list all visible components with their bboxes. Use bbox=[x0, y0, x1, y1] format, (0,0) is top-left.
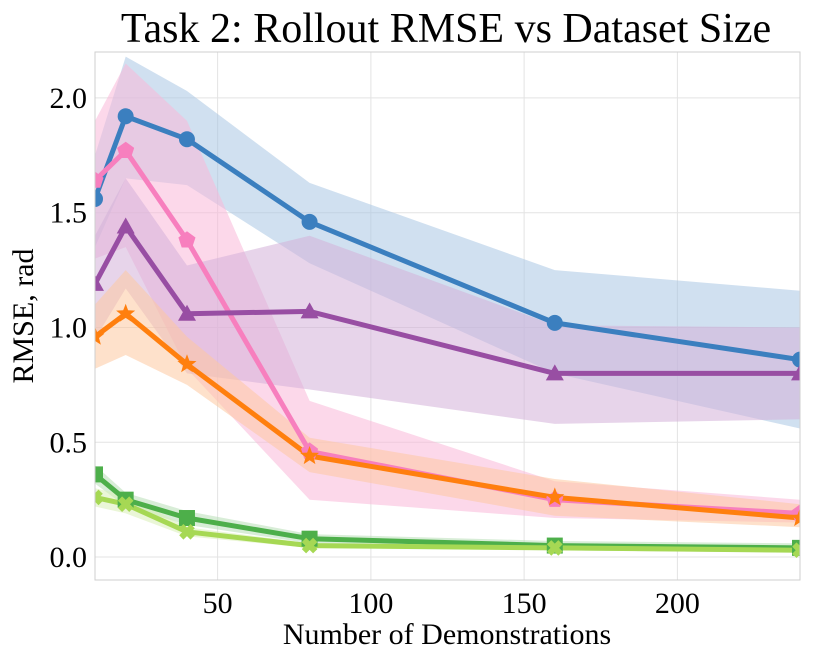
lightgreen-cross-point bbox=[792, 542, 800, 558]
purple-triangle-line bbox=[95, 224, 800, 376]
pink-pentagon-point bbox=[117, 141, 135, 158]
lightgreen-cross-point bbox=[117, 496, 134, 512]
x-tick-label: 100 bbox=[348, 587, 393, 620]
y-axis-label: RMSE, rad bbox=[7, 249, 40, 384]
y-tick-label: 0.5 bbox=[50, 426, 88, 459]
y-tick-label: 1.0 bbox=[50, 311, 88, 344]
x-tick-label: 50 bbox=[203, 587, 233, 620]
purple-triangle-point bbox=[791, 364, 800, 381]
purple-triangle-point bbox=[95, 274, 104, 291]
blue-circle-point bbox=[546, 314, 563, 331]
x-tick-label: 200 bbox=[655, 587, 700, 620]
orange-star-point bbox=[545, 487, 565, 506]
orange-star-point bbox=[116, 303, 136, 322]
x-axis-label: Number of Demonstrations bbox=[283, 618, 611, 651]
y-tick-label: 0.0 bbox=[50, 541, 88, 574]
tick-labels: 50 100 150 200 0.0 0.5 1.0 1.5 2.0 bbox=[50, 82, 700, 620]
blue-circle-line bbox=[95, 113, 800, 363]
plot-frame bbox=[94, 51, 801, 581]
orange-star-point bbox=[177, 354, 197, 373]
orange-star-line bbox=[95, 311, 800, 521]
purple-triangle-point bbox=[178, 304, 196, 321]
green-square-point bbox=[95, 466, 103, 483]
pink-pentagon-point bbox=[95, 171, 104, 188]
purple-triangle-point bbox=[300, 302, 319, 319]
y-tick-label: 1.5 bbox=[50, 197, 88, 230]
y-tick-label: 2.0 bbox=[50, 82, 88, 115]
lightgreen-cross-point bbox=[179, 524, 195, 540]
purple-triangle-point bbox=[116, 217, 135, 234]
pink-pentagon-point bbox=[178, 231, 196, 248]
blue-circle-point bbox=[95, 190, 103, 207]
blue-circle-point bbox=[301, 213, 318, 230]
chart-title: Task 2: Rollout RMSE vs Dataset Size bbox=[121, 6, 771, 52]
x-tick-label: 150 bbox=[502, 587, 547, 620]
orange-star-point bbox=[300, 446, 320, 465]
orange-star-point bbox=[790, 508, 800, 527]
series-markers bbox=[95, 108, 800, 558]
blue-circle-point bbox=[178, 131, 195, 148]
lightgreen-cross-point bbox=[301, 537, 318, 554]
blue-circle-point bbox=[792, 351, 800, 368]
blue-circle-point bbox=[117, 108, 134, 125]
lightgreen-cross-point bbox=[547, 540, 563, 556]
purple-triangle-point bbox=[545, 364, 564, 381]
purple-triangle-band bbox=[95, 178, 800, 424]
lightgreen-cross-point bbox=[95, 489, 103, 506]
green-square-point bbox=[178, 510, 195, 527]
orange-star-point bbox=[95, 326, 105, 345]
